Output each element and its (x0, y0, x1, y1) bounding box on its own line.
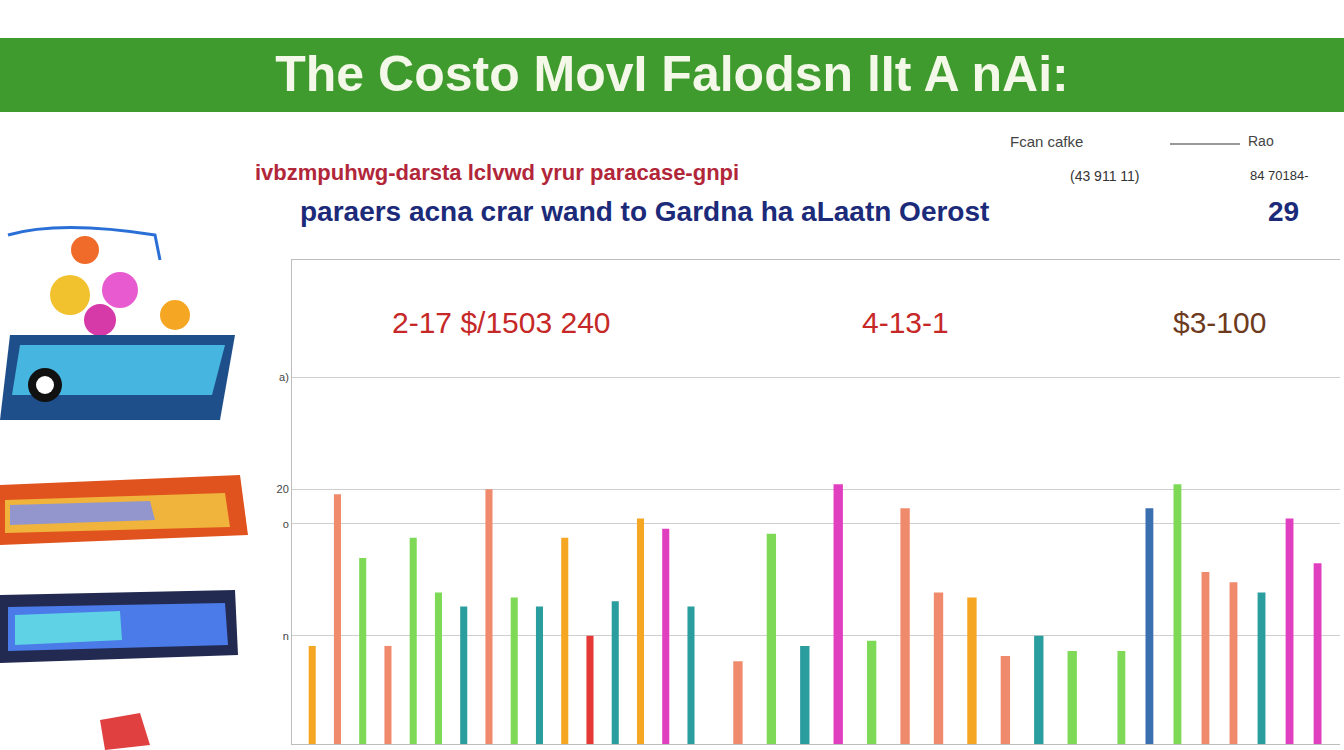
html-text:84 70184-: 84 70184- (1250, 168, 1309, 183)
html-text:Rao: Rao (1248, 133, 1274, 149)
svg-text:$3-100: $3-100 (1173, 306, 1266, 339)
svg-text:n: n (283, 630, 289, 642)
svg-text:o: o (283, 518, 289, 530)
html-text:29: 29 (1268, 196, 1300, 227)
html-text:(43 911 11): (43 911 11) (1070, 168, 1140, 184)
html-text:ivbzmpuhwg-darsta lclvwd yrur: ivbzmpuhwg-darsta lclvwd yrur paracase-g… (255, 160, 740, 185)
svg-text:2-17 $/1503 240: 2-17 $/1503 240 (392, 306, 611, 339)
html-text:paraers acna crar wand to Gard: paraers acna crar wand to Gardna ha aLaa… (300, 196, 990, 227)
svg-text:4-13-1: 4-13-1 (862, 306, 949, 339)
svg-text:a): a) (279, 371, 289, 383)
html-text:Fcan cafke: Fcan cafke (1010, 133, 1084, 150)
html-text:The Costo MovI Falodsn lIt A n: The Costo MovI Falodsn lIt A nAi: (275, 46, 1069, 102)
svg-text:20: 20 (277, 483, 289, 495)
